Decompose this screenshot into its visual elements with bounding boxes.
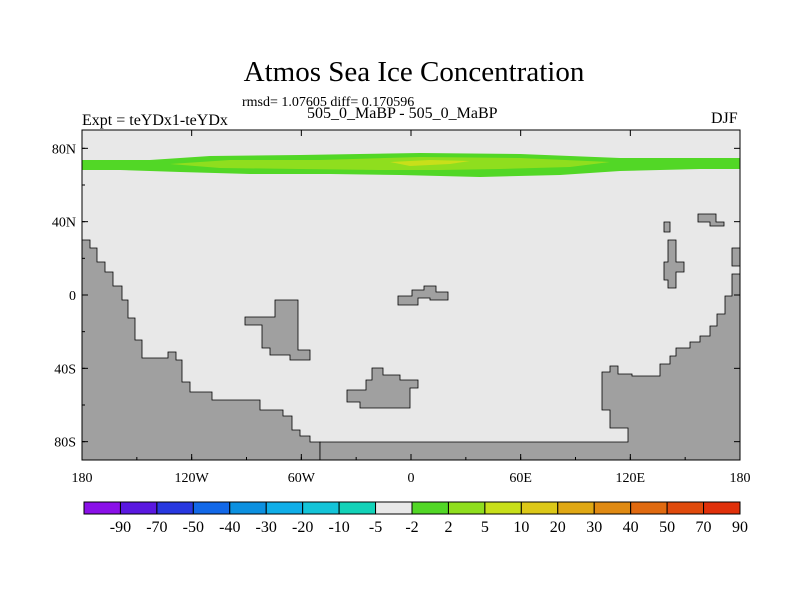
experiment-label: Expt = teYDx1-teYDx	[82, 112, 228, 129]
colorbar-swatch	[338, 501, 377, 515]
colorbar-swatch	[666, 501, 705, 515]
colorbar-swatch	[192, 501, 231, 515]
colorbar-label: 20	[550, 519, 566, 536]
y-tick-label: 40S	[54, 362, 76, 377]
ice-band-core	[390, 160, 470, 166]
colorbar-label: 90	[732, 519, 748, 536]
subtitle-label: 505_0_MaBP - 505_0_MaBP	[307, 105, 498, 122]
land-east-coast-north	[731, 247, 741, 267]
colorbar-swatch	[83, 501, 121, 515]
colorbar-swatch	[447, 501, 486, 515]
x-tick-label: 180	[72, 471, 93, 486]
colorbar-label: -2	[405, 519, 418, 536]
colorbar-swatch	[703, 501, 741, 515]
colorbar-label: -40	[219, 519, 240, 536]
land-island-east-1	[663, 239, 685, 289]
colorbar-label: -90	[110, 519, 131, 536]
colorbar-label: -10	[328, 519, 349, 536]
colorbar-swatch	[375, 501, 413, 515]
colorbar-label: -5	[369, 519, 382, 536]
colorbar-label: -20	[292, 519, 313, 536]
colorbar-label: 50	[659, 519, 675, 536]
colorbar-label: 2	[444, 519, 452, 536]
colorbar-swatch	[484, 501, 522, 515]
land-equatorial-island	[397, 285, 449, 306]
x-tick-label: 120E	[616, 471, 646, 486]
colorbar-labels: -90 -70 -50 -40 -30 -20 -10 -5 -2 2 5 10 20 30 40 50 70 9…	[110, 519, 748, 536]
y-axis: 80N 40N 0 40S 80S	[52, 142, 740, 451]
colorbar-label: 40	[623, 519, 639, 536]
land-island-east-3	[663, 221, 671, 233]
colorbar-swatch	[302, 501, 340, 515]
x-tick-label: 60W	[288, 471, 316, 486]
stats-label: rmsd= 1.07605 diff= 0.170596	[242, 95, 415, 110]
colorbar-label: 30	[586, 519, 602, 536]
season-label: DJF	[711, 110, 738, 127]
colorbar-label: 10	[513, 519, 529, 536]
land-east-landmass	[319, 273, 741, 461]
sea-ice-difference-field	[82, 153, 740, 177]
ice-band-middle	[170, 157, 610, 170]
colorbar-swatch	[229, 501, 267, 515]
x-axis: 180 120W 60W 0 60E 120E 180	[72, 130, 751, 486]
x-tick-label: 120W	[175, 471, 210, 486]
colorbar-label: 70	[696, 519, 712, 536]
y-tick-label: 40N	[52, 216, 76, 231]
colorbar	[83, 501, 741, 515]
y-tick-label: 80S	[54, 436, 76, 451]
colorbar-swatch	[156, 501, 194, 515]
y-tick-label: 0	[69, 289, 76, 304]
colorbar-swatch	[119, 501, 158, 515]
colorbar-swatch	[557, 501, 595, 515]
colorbar-swatch	[411, 501, 449, 515]
x-tick-label: 180	[730, 471, 751, 486]
land-mask	[81, 213, 741, 461]
map-area	[81, 129, 741, 461]
colorbar-label: -30	[256, 519, 277, 536]
y-tick-label: 80N	[52, 142, 76, 157]
colorbar-swatch	[520, 501, 559, 515]
land-pacific-landmass	[244, 299, 311, 361]
x-tick-label: 0	[408, 471, 415, 486]
land-southern-landmass	[346, 367, 419, 409]
land-island-east-2	[697, 213, 725, 227]
colorbar-label: -50	[183, 519, 204, 536]
colorbar-swatch	[593, 501, 632, 515]
x-tick-label: 60E	[509, 471, 532, 486]
colorbar-label: 5	[481, 519, 489, 536]
colorbar-swatch	[630, 501, 668, 515]
colorbar-swatch	[265, 501, 304, 515]
land-south-america	[81, 239, 321, 461]
plot-title: Atmos Sea Ice Concentration	[243, 56, 585, 88]
colorbar-label: -70	[146, 519, 167, 536]
